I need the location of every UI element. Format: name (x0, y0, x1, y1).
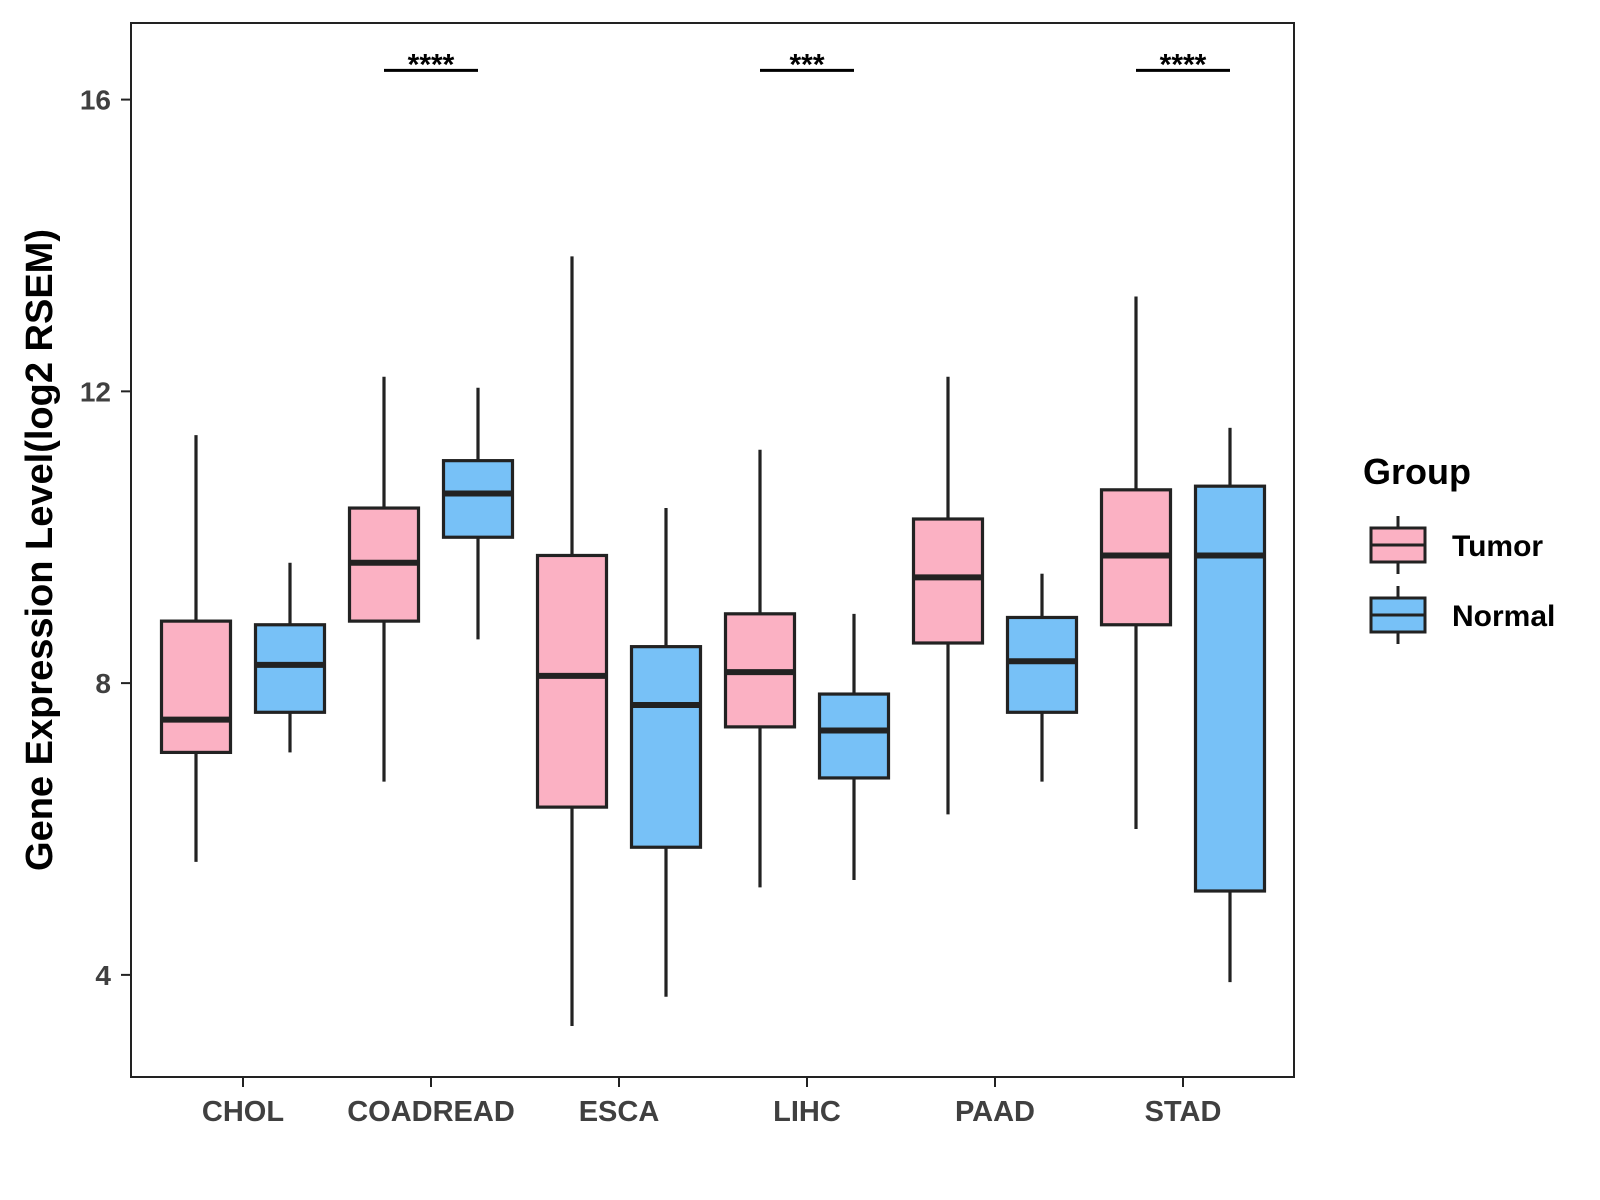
box-normal-stad (1193, 427, 1267, 983)
y-axis-title: Gene Expression Level(log2 RSEM) (19, 229, 61, 871)
sig-label-coadread: **** (408, 48, 455, 81)
box-tumor-paad (911, 376, 985, 815)
legend-key-normal (1369, 586, 1427, 644)
box-iqr (817, 692, 891, 780)
sig-label-stad: **** (1160, 48, 1207, 81)
box-normal-paad (1005, 573, 1079, 782)
y-tick-label-16: 16 (80, 85, 111, 116)
box-tumor-coadread (347, 376, 421, 782)
box-iqr (159, 619, 233, 755)
x-tick-label-coadread: COADREAD (347, 1096, 515, 1128)
significance-layer: **** *** **** (384, 48, 1230, 81)
y-tick-label-4: 4 (95, 960, 111, 991)
legend-label-tumor: Tumor (1452, 530, 1543, 563)
box-iqr (1193, 484, 1267, 893)
x-tick-label-stad: STAD (1145, 1096, 1222, 1128)
box-normal-chol (253, 562, 327, 753)
box-iqr (629, 645, 703, 849)
y-tick-label-8: 8 (95, 668, 111, 699)
x-tick-label-esca: ESCA (579, 1096, 660, 1128)
x-axis: CHOL COADREAD ESCA LIHC PAAD STAD (202, 1077, 1221, 1128)
box-iqr (1005, 615, 1079, 714)
box-tumor-stad (1099, 296, 1173, 829)
legend-key-tumor (1369, 516, 1427, 574)
box-layer (159, 256, 1267, 1026)
x-tick-label-lihc: LIHC (773, 1096, 841, 1128)
y-tick-label-12: 12 (80, 376, 111, 407)
box-tumor-lihc (723, 449, 797, 888)
box-normal-esca (629, 508, 703, 997)
legend: Group Tumor Normal (1363, 451, 1555, 644)
box-tumor-esca (535, 256, 609, 1026)
x-tick-label-paad: PAAD (955, 1096, 1035, 1128)
box-normal-coadread (441, 387, 515, 640)
legend-title: Group (1363, 451, 1471, 492)
legend-label-normal: Normal (1452, 600, 1555, 633)
y-axis: 4 8 12 16 (80, 85, 131, 991)
sig-label-lihc: *** (789, 48, 824, 81)
box-iqr (441, 459, 515, 539)
box-iqr (535, 553, 609, 809)
box-iqr (253, 623, 327, 714)
x-tick-label-chol: CHOL (202, 1096, 284, 1128)
box-iqr (911, 517, 985, 645)
box-normal-lihc (817, 613, 891, 881)
box-tumor-chol (159, 435, 233, 862)
